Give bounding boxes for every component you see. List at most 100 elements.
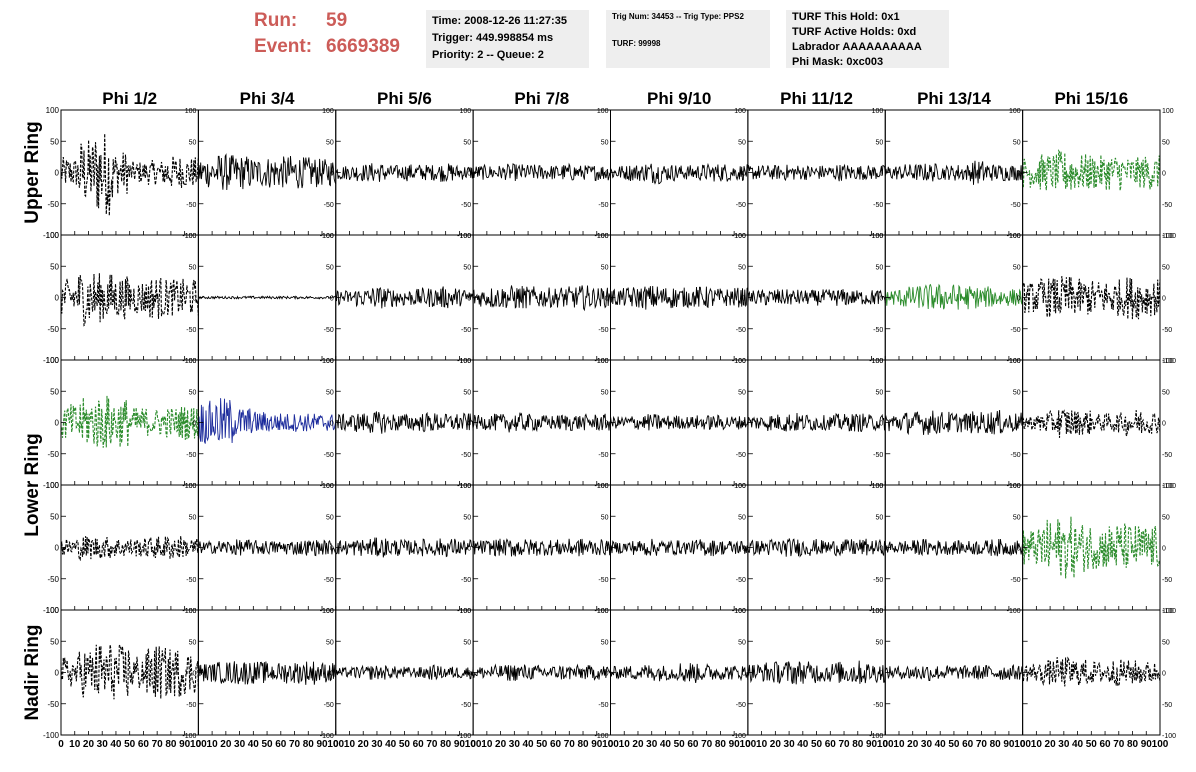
waveform-trace [1022,408,1161,438]
y-tick-label: 0 [192,671,196,678]
waveform-trace [197,661,337,685]
y-tick-label: -50 [736,702,746,709]
y-tick-label: -50 [461,452,471,459]
turf-hold-text: TURF This Hold: 0x1 [792,11,900,23]
x-tick-label: 0 [745,739,751,750]
trig-num-text: Trig Num: 34453 -- Trig Type: PPS2 [612,12,744,21]
y-tick-label: -50 [598,577,608,584]
labrador-text: Labrador AAAAAAAAAA [792,41,922,53]
x-tick-label: 40 [385,739,397,750]
y-tick-label: -100 [869,608,883,615]
y-tick-label: -50 [598,452,608,459]
x-tick-label: 80 [1127,739,1139,750]
x-tick-label: 40 [660,739,672,750]
waveform-trace [747,660,886,685]
y-tick-label: -100 [43,731,60,740]
y-tick-label: 0 [1162,671,1166,678]
y-tick-label: 0 [467,546,471,553]
y-tick-label: 50 [50,262,59,271]
y-tick-label: 50 [1013,264,1021,271]
y-tick-label: 50 [326,264,334,271]
panel-frame [747,359,886,486]
y-tick-label: -100 [1162,608,1176,615]
turf-text: TURF: 99998 [612,39,661,48]
x-tick-label: 30 [646,739,658,750]
y-tick-label: -100 [43,606,60,615]
x-tick-label: 50 [674,739,686,750]
x-tick-label: 20 [1045,739,1057,750]
y-tick-label: -100 [320,733,334,740]
waveform-trace [884,538,1024,557]
x-tick-label: 50 [124,739,136,750]
y-tick-label: -100 [594,608,608,615]
x-tick-label: 10 [893,739,905,750]
y-tick-label: 50 [1162,389,1170,396]
y-tick-label: -50 [736,452,746,459]
x-tick-label: 40 [1072,739,1084,750]
run-label: Run: [254,10,298,31]
x-tick-label: 90 [1141,739,1153,750]
y-tick-label: 0 [1162,296,1166,303]
y-tick-label: -100 [457,483,471,490]
x-tick-label: 80 [852,739,864,750]
y-tick-label: 0 [55,169,60,178]
y-tick-label: -50 [736,327,746,334]
column-title: Phi 15/16 [1054,89,1128,108]
waveform-trace [884,409,1024,436]
time-info-box: Time: 2008-12-26 11:27:35 Trigger: 449.9… [426,10,589,68]
y-tick-label: -100 [457,358,471,365]
y-tick-label: -50 [186,702,196,709]
waveform-trace [197,539,337,557]
x-tick-label: 30 [1058,739,1070,750]
waveform-trace [884,663,1024,682]
waveform-trace [335,411,474,434]
x-tick-label: 70 [426,739,438,750]
y-tick-label: 50 [738,514,746,521]
y-tick-label: 100 [185,233,197,240]
y-tick-label: -100 [869,233,883,240]
y-tick-label: 0 [879,171,883,178]
y-tick-label: 0 [1017,546,1021,553]
y-tick-label: 50 [50,512,59,521]
x-tick-label: 0 [608,739,614,750]
y-tick-label: 0 [55,544,60,553]
waveform-trace [884,160,1024,185]
y-tick-label: -100 [457,608,471,615]
y-tick-label: 100 [322,233,334,240]
y-tick-label: 100 [597,483,609,490]
y-tick-label: -100 [1162,233,1176,240]
y-tick-label: 0 [330,296,334,303]
x-tick-label: 100 [1152,739,1169,750]
column-title: Phi 11/12 [780,89,853,108]
y-tick-label: 50 [326,389,334,396]
x-tick-label: 20 [907,739,919,750]
waveform-trace [60,535,199,562]
y-tick-label: 50 [463,139,471,146]
y-tick-label: 50 [189,264,197,271]
y-tick-label: -50 [736,202,746,209]
trigger-text: Trigger: 449.998854 ms [432,32,554,44]
y-tick-label: -50 [598,702,608,709]
y-tick-label: -50 [873,452,883,459]
waveform-trace [472,538,611,557]
y-tick-label: 0 [467,671,471,678]
y-tick-label: -50 [873,202,883,209]
y-tick-label: -50 [461,327,471,334]
x-tick-label: 80 [165,739,177,750]
y-tick-label: -100 [732,733,746,740]
phi-mask-text: Phi Mask: 0xc003 [792,56,884,68]
x-tick-label: 30 [371,739,383,750]
y-tick-label: -100 [182,483,196,490]
column-title: Phi 13/14 [917,89,991,108]
x-tick-label: 70 [976,739,988,750]
x-tick-label: 80 [440,739,452,750]
y-tick-label: 50 [601,389,609,396]
x-tick-label: 90 [179,739,191,750]
x-tick-label: 0 [470,739,476,750]
x-tick-label: 70 [152,739,164,750]
y-tick-label: 100 [734,358,746,365]
y-tick-label: -100 [732,358,746,365]
trigger-info-box: Trig Num: 34453 -- Trig Type: PPS2 TURF:… [606,10,770,68]
column-title: Phi 5/6 [377,89,432,108]
y-tick-label: 0 [330,421,334,428]
